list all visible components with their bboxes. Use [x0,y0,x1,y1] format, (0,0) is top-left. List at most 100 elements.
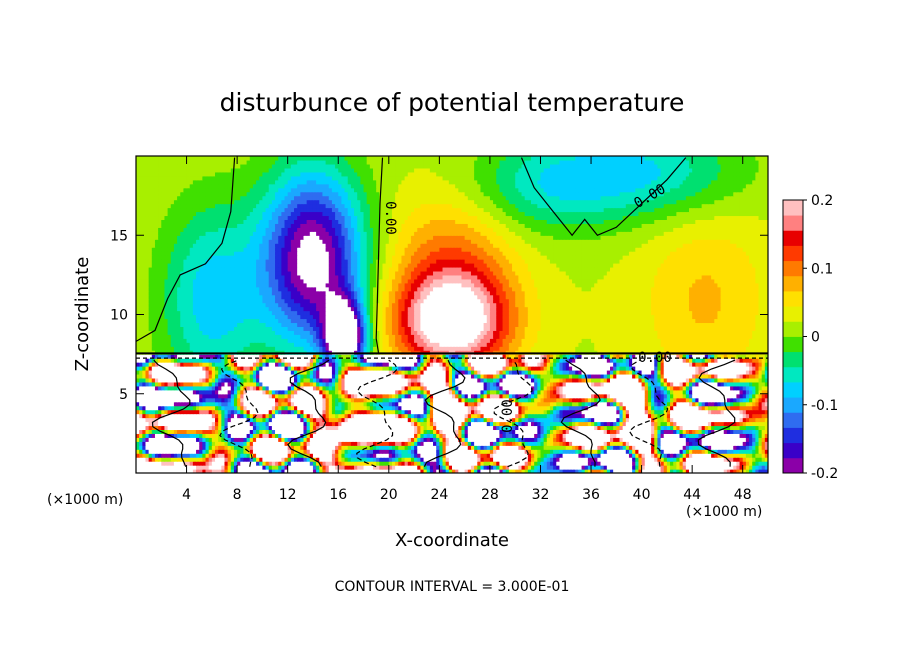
heatmap-cell [726,437,731,442]
heatmap-cell [240,469,245,473]
heatmap-cell [395,449,399,454]
heatmap-cell [543,457,548,462]
heatmap-cell [192,437,197,442]
heatmap-cell [606,433,611,438]
heatmap-cell [752,441,756,446]
heatmap-cell [366,469,371,473]
heatmap-cell [578,429,583,434]
heatmap-cell [736,441,741,446]
heatmap-cell [196,469,200,473]
heatmap-cell [524,465,529,470]
heatmap-cell [742,465,747,470]
heatmap-cell [373,465,377,470]
heatmap-cell [597,469,602,473]
heatmap-cell [723,461,728,466]
heatmap-cell [401,441,406,446]
heatmap-cell [202,437,207,442]
heatmap-cell [328,465,333,470]
heatmap-cell [562,457,567,462]
heatmap-cell [480,457,485,462]
heatmap-cell [518,441,523,446]
heatmap-cell [189,445,194,450]
heatmap-cell [603,433,608,438]
heatmap-cell [714,465,719,470]
heatmap-cell [259,461,263,466]
heatmap-cell [597,441,602,446]
heatmap-cell [398,469,403,473]
heatmap-cell [350,449,355,454]
heatmap-cell [303,469,308,473]
heatmap-cell [714,433,719,438]
heatmap-cell [477,453,482,458]
heatmap-cell [249,433,254,438]
heatmap-cell [259,457,263,462]
heatmap-cell [578,457,583,462]
heatmap-cell [183,449,188,454]
heatmap-cell [215,457,219,462]
heatmap-cell [641,461,646,466]
heatmap-cell [600,453,605,458]
heatmap-cell [243,449,248,454]
heatmap-cell [733,461,737,466]
heatmap-cell [227,461,232,466]
heatmap-cell [429,449,434,454]
heatmap-cell [521,465,526,470]
heatmap-cell [635,449,640,454]
heatmap-cell [303,433,308,438]
heatmap-cell [161,469,166,473]
heatmap-cell [524,461,529,466]
heatmap-cell [619,461,624,466]
heatmap-cell [717,469,722,473]
heatmap-cell [376,453,380,458]
heatmap-cell [452,461,456,466]
heatmap-cell [657,445,662,450]
heatmap-cell [433,441,437,446]
heatmap-cell [420,457,425,462]
heatmap-cell [442,441,447,446]
heatmap-cell [663,445,668,450]
heatmap-cell [151,441,156,446]
heatmap-cell [350,437,355,442]
heatmap-cell [319,441,324,446]
heatmap-cell [170,457,175,462]
heatmap-cell [294,461,298,466]
heatmap-cell [755,445,760,450]
heatmap-cell [309,429,314,434]
heatmap-cell [553,453,557,458]
heatmap-cell [518,429,523,434]
heatmap-cell [199,433,203,438]
heatmap-cell [335,429,339,434]
heatmap-cell [584,461,589,466]
heatmap-cell [309,433,314,438]
heatmap-cell [338,441,342,446]
heatmap-cell [215,469,219,473]
heatmap-cell [553,433,557,438]
heatmap-cell [726,469,731,473]
heatmap-cell [448,441,453,446]
heatmap-cell [575,465,579,470]
heatmap-cell [382,465,387,470]
heatmap-cell [584,469,589,473]
heatmap-cell [350,457,355,462]
heatmap-cell [369,449,374,454]
heatmap-cell [739,469,744,473]
heatmap-cell [613,433,617,438]
heatmap-cell [711,469,715,473]
heatmap-cell [695,441,700,446]
heatmap-cell [758,449,763,454]
heatmap-cell [142,445,147,450]
heatmap-cell [613,437,617,442]
heatmap-cell [527,465,532,470]
heatmap-cell [508,429,513,434]
heatmap-cell [246,461,251,466]
heatmap-cell [622,433,627,438]
heatmap-cell [344,465,349,470]
heatmap-cell [477,465,482,470]
heatmap-cell [458,469,463,473]
heatmap-cell [335,453,339,458]
heatmap-cell [587,457,592,462]
heatmap-cell [186,461,191,466]
heatmap-cell [205,453,210,458]
heatmap-cell [256,429,260,434]
heatmap-cell [186,433,191,438]
